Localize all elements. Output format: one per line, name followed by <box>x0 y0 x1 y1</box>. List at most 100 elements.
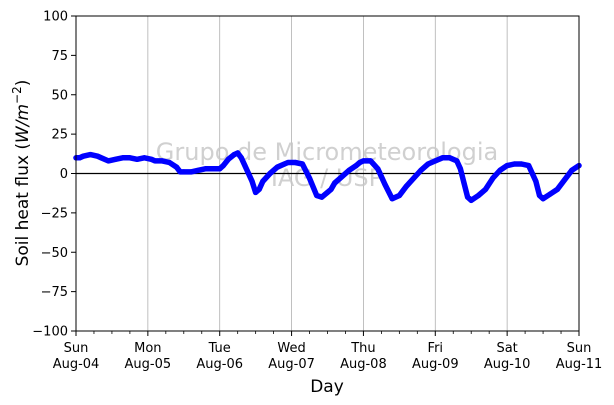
x-tick-label-day: Fri <box>428 341 444 356</box>
data-point <box>332 180 338 186</box>
data-point <box>209 166 216 172</box>
data-point <box>80 153 86 159</box>
series-layer <box>73 150 582 204</box>
data-point <box>511 161 517 167</box>
y-tick-label: −75 <box>41 285 68 300</box>
x-tick-label-day: Sat <box>496 341 517 356</box>
data-point <box>127 155 133 161</box>
data-point <box>533 178 539 184</box>
data-point <box>242 163 248 169</box>
y-axis-label-pre: Soil heat flux ( <box>13 143 33 266</box>
y-tick-label: 50 <box>51 88 68 103</box>
data-point <box>554 186 561 192</box>
data-point <box>483 186 489 192</box>
data-point <box>368 158 374 164</box>
data-point <box>319 194 325 200</box>
data-point <box>120 155 126 161</box>
data-point <box>457 166 463 172</box>
data-point <box>181 169 187 175</box>
data-point <box>346 167 352 173</box>
watermark-line-2: IAG / USP <box>271 164 383 192</box>
x-tick-label-day: Sun <box>567 341 592 356</box>
data-point <box>454 158 460 164</box>
data-point <box>497 167 503 173</box>
data-point <box>375 166 381 172</box>
y-tick-label: −25 <box>41 206 68 221</box>
x-tick-label-date: Aug-09 <box>412 357 459 372</box>
data-point <box>518 161 525 167</box>
data-point <box>285 159 291 166</box>
watermark-line-1: Grupo de Micrometeorologia <box>156 138 498 166</box>
data-point <box>490 175 496 181</box>
x-tick-label-day: Thu <box>350 341 375 356</box>
data-point <box>447 155 453 161</box>
x-axis-label: Day <box>310 377 344 397</box>
x-tick-label-day: Mon <box>134 341 161 356</box>
x-tick-label-date: Aug-10 <box>484 357 531 372</box>
data-point <box>339 174 345 180</box>
data-point <box>468 197 474 203</box>
x-tick-label-date: Aug-04 <box>53 357 100 372</box>
data-point <box>256 186 262 192</box>
data-point <box>465 194 471 200</box>
x-tick-label-day: Wed <box>277 341 305 356</box>
data-point <box>274 164 280 170</box>
data-point <box>400 188 406 194</box>
data-point <box>314 192 320 199</box>
y-axis: 100 75 50 25 0 −25 −50 −75 −100 <box>32 10 76 340</box>
data-point <box>166 159 172 166</box>
data-point <box>328 186 334 192</box>
data-point <box>292 159 298 166</box>
data-point <box>225 156 231 162</box>
y-axis-label-unit: W/m <box>13 104 33 143</box>
data-point <box>547 191 553 197</box>
data-point <box>569 167 575 173</box>
data-point <box>382 181 388 188</box>
x-tick-label-date: Aug-07 <box>268 357 315 372</box>
data-point <box>418 167 424 173</box>
data-point <box>562 177 568 183</box>
data-point <box>245 170 252 177</box>
x-tick-label-date: Aug-05 <box>125 357 172 372</box>
x-tick-label-date: Aug-06 <box>196 357 243 372</box>
data-point <box>353 163 359 169</box>
data-point <box>152 158 158 164</box>
data-point <box>188 169 194 175</box>
data-point <box>112 156 119 162</box>
y-axis-label-exponent: −2 <box>10 86 24 104</box>
data-point <box>425 161 431 167</box>
data-point <box>141 155 147 161</box>
y-tick-label: −50 <box>41 246 68 261</box>
data-point <box>540 196 546 202</box>
data-point <box>105 158 111 164</box>
x-tick-label-date: Aug-08 <box>340 357 387 372</box>
data-point <box>195 167 201 173</box>
y-axis-label: Soil heat flux (W/m−2) <box>10 80 33 267</box>
data-point <box>396 192 402 199</box>
data-point <box>87 152 93 158</box>
data-point <box>217 166 223 172</box>
x-tick-label-day: Sun <box>64 341 89 356</box>
data-point <box>439 155 446 161</box>
x-tick-label-date: Aug-11 <box>556 357 603 372</box>
data-point <box>475 192 481 199</box>
data-point <box>306 175 313 181</box>
x-axis: SunAug-04MonAug-05TueAug-06WedAug-07ThuA… <box>53 331 603 372</box>
data-point <box>238 155 244 161</box>
data-point <box>177 169 183 175</box>
data-point <box>389 196 395 202</box>
data-point <box>360 158 366 164</box>
data-point <box>220 163 226 169</box>
data-point <box>267 170 273 177</box>
y-tick-label: 100 <box>43 10 68 25</box>
data-point <box>260 178 266 184</box>
data-point <box>159 158 165 164</box>
y-tick-label: 0 <box>60 167 68 182</box>
data-point <box>134 156 140 162</box>
data-point <box>461 180 467 186</box>
data-point <box>253 189 259 195</box>
data-point <box>299 161 305 167</box>
data-point <box>235 150 241 156</box>
data-point <box>536 192 543 199</box>
